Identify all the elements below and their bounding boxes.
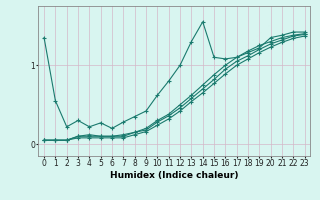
X-axis label: Humidex (Indice chaleur): Humidex (Indice chaleur) — [110, 171, 239, 180]
